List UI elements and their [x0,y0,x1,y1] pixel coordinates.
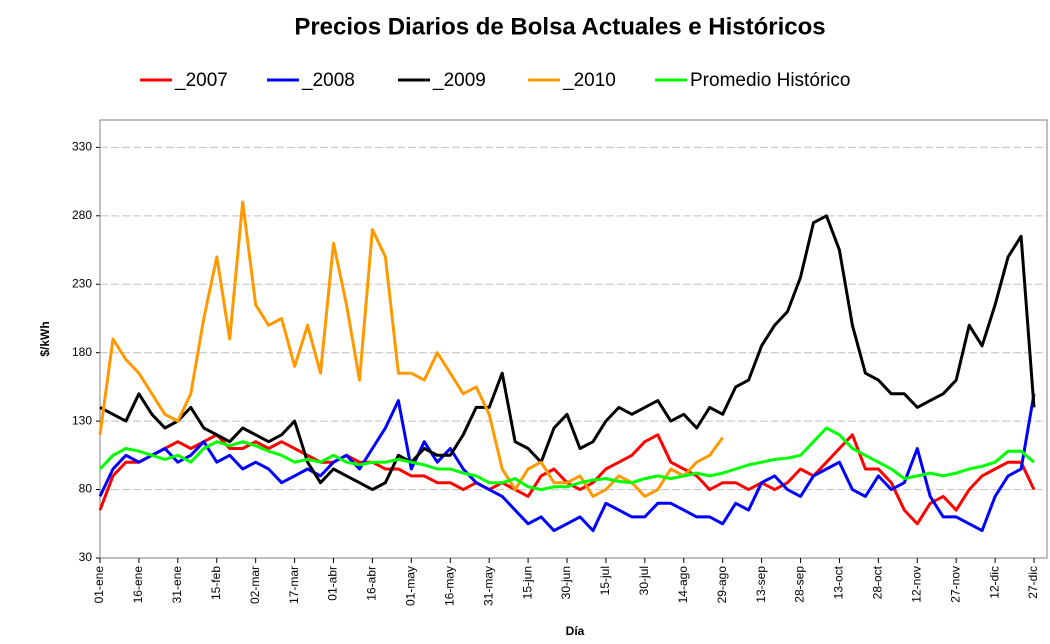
x-tick-label: 31-ene [170,566,184,604]
x-tick-label: 13-oct [832,565,846,599]
x-tick-label: 28-sep [793,566,807,603]
x-tick-label: 01-ene [92,566,106,604]
x-tick-label: 15-feb [209,566,223,600]
x-tick-label: 16-may [442,566,456,606]
x-tick-label: 28-oct [871,565,885,599]
x-tick-label: 14-ago [676,566,690,604]
y-axis-label: $/kWh [38,321,52,356]
x-tick-label: 01-may [404,566,418,606]
x-tick-label: 30-jun [559,566,573,599]
x-tick-label: 12-nov [909,566,923,603]
x-tick-label: 15-jul [598,566,612,595]
x-tick-label: 15-jun [520,566,534,599]
legend-label: _2007 [174,70,228,91]
y-tick-label: 230 [72,276,92,290]
y-tick-label: 280 [72,208,92,222]
legend-label: _2008 [301,70,355,91]
y-tick-label: 80 [79,482,93,496]
legend-label: _2010 [562,70,616,91]
x-tick-label: 27-nov [948,566,962,603]
y-tick-label: 130 [72,413,92,427]
x-axis-label: Día [566,624,585,638]
x-tick-label: 13-sep [754,566,768,603]
x-tick-label: 16-abr [365,566,379,601]
series-line [99,214,1036,492]
series-line [98,433,1036,526]
x-tick-label: 16-ene [131,566,145,604]
y-tick-label: 30 [79,550,93,564]
x-tick-label: 31-may [481,566,495,606]
series-line [98,200,724,498]
legend-label: Promedio Histórico [690,70,851,91]
x-tick-label: 12-dic [987,566,1001,599]
series-line [98,426,1035,492]
x-tick-label: 30-jul [637,566,651,595]
series-line [98,393,1036,533]
chart-title: Precios Diarios de Bolsa Actuales e Hist… [294,13,825,40]
x-tick-label: 17-mar [287,566,301,604]
y-tick-label: 180 [72,345,92,359]
x-tick-label: 01-abr [326,566,340,601]
legend-label: _2009 [432,70,486,91]
x-tick-label: 02-mar [248,566,262,604]
x-tick-label: 27-dic [1026,566,1040,599]
y-tick-label: 330 [72,140,92,154]
x-tick-label: 29-ago [715,566,729,604]
plot-frame [99,119,1048,559]
